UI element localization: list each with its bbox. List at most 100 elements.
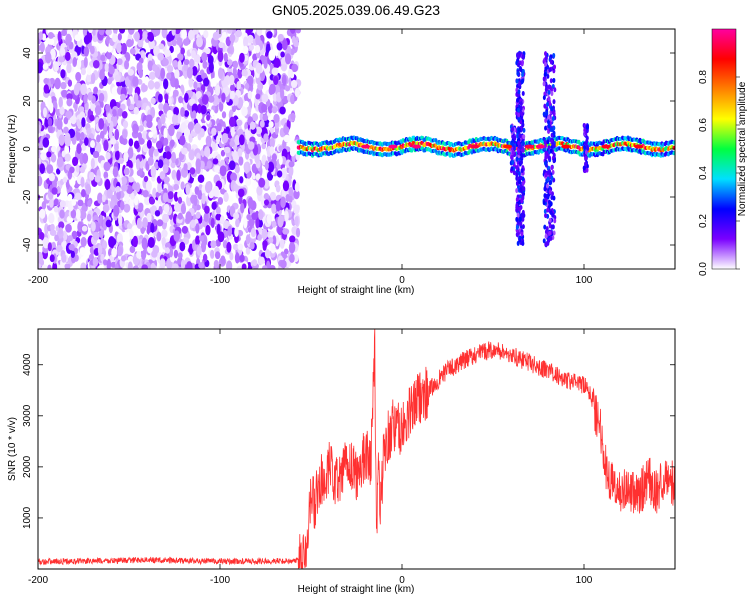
heatmap-cell [550,106,554,112]
heatmap-cell [80,83,87,96]
heatmap-cell [109,138,117,145]
heatmap-cell [112,109,117,117]
heatmap-cell [52,261,58,269]
heatmap-cell [584,149,588,155]
heatmap-cell [266,31,273,39]
heatmap-cell [263,59,268,69]
heatmap-cell [127,68,135,76]
heatmap-cell [50,48,56,60]
heatmap-y-tick-label: 20 [22,95,33,107]
heatmap-cell [226,29,233,34]
heatmap-cell [63,126,69,134]
heatmap-cell [293,189,300,200]
heatmap-cell [546,207,550,213]
heatmap-cell [544,233,548,239]
heatmap-cell [241,263,247,269]
heatmap-cell [543,72,547,78]
heatmap-cell [247,141,255,150]
heatmap-cell [549,148,553,154]
heatmap-cell [136,250,142,259]
heatmap-cell [261,93,269,103]
heatmap-cell [122,129,128,139]
heatmap-cell [156,219,164,227]
heatmap-cell [269,264,276,269]
colorbar-tick-label: 0.6 [698,118,709,132]
heatmap-cell [146,31,154,41]
heatmap-cell [205,47,211,55]
heatmap-cell [184,110,190,117]
heatmap-cell [97,192,103,204]
heatmap-cell [215,84,221,96]
heatmap-cell [132,123,139,134]
heatmap-cell [168,247,174,258]
heatmap-cell [264,249,271,259]
heatmap-cell [516,53,520,59]
heatmap-cell [255,93,261,100]
heatmap-cell [546,176,550,182]
heatmap-cell [42,137,50,148]
heatmap-cell [114,149,120,161]
heatmap-cell [220,149,226,157]
heatmap-cell [39,42,45,53]
heatmap-cell [293,39,299,48]
heatmap-cell [283,134,291,143]
heatmap-cell [550,175,554,181]
heatmap-cell [42,63,49,70]
heatmap-cell [114,263,119,269]
heatmap-cell [41,201,47,210]
heatmap-cell [53,61,59,72]
heatmap-cell [138,137,145,145]
heatmap-cell [232,151,240,162]
heatmap-cell [278,156,283,166]
heatmap-cell [48,173,56,182]
heatmap-cell [189,58,195,68]
heatmap-cell [214,165,221,173]
heatmap-cell [147,79,155,90]
heatmap-y-label: Frequency (Hz) [7,115,18,184]
heatmap-cell [503,144,513,149]
heatmap-cell [289,235,296,243]
heatmap-cell [128,176,134,183]
heatmap-cell [553,64,557,70]
heatmap-cell [218,41,224,49]
heatmap-cell [111,86,118,96]
heatmap-cell [188,149,195,161]
heatmap-cell [521,181,525,187]
snr-series-line [38,329,675,569]
heatmap-cell [130,192,135,200]
heatmap-cell [161,236,166,246]
heatmap-cell [83,56,88,68]
heatmap-cell [54,234,59,242]
heatmap-cell [283,126,290,134]
heatmap-cell [105,35,111,45]
heatmap-cell [210,77,218,87]
heatmap-cell [38,44,41,52]
heatmap-cell [195,158,201,170]
heatmap-cell [519,101,523,107]
heatmap-cell [171,151,177,164]
heatmap-cell [59,209,65,219]
heatmap-cell [548,85,552,91]
heatmap-cell [177,190,183,200]
heatmap-cell [520,168,524,174]
heatmap-cell [141,264,148,269]
heatmap-cell [99,69,105,81]
heatmap-cell [268,121,274,128]
heatmap-cell [520,152,524,158]
heatmap-x-label: Height of straight line (km) [298,285,415,296]
heatmap-cell [520,79,524,85]
heatmap-cell [545,183,549,189]
heatmap-cell [215,213,222,221]
heatmap-cell [261,143,267,150]
heatmap-cell [115,185,121,193]
heatmap-cell [543,103,547,109]
heatmap-cell [103,161,111,172]
heatmap-cell [160,67,166,79]
heatmap-cell [251,163,258,174]
heatmap-cell [515,216,519,222]
heatmap-cell [517,116,521,122]
heatmap-cell [133,92,139,104]
heatmap-cell [173,230,180,242]
heatmap-cell [86,127,92,135]
heatmap-cell [162,164,169,174]
